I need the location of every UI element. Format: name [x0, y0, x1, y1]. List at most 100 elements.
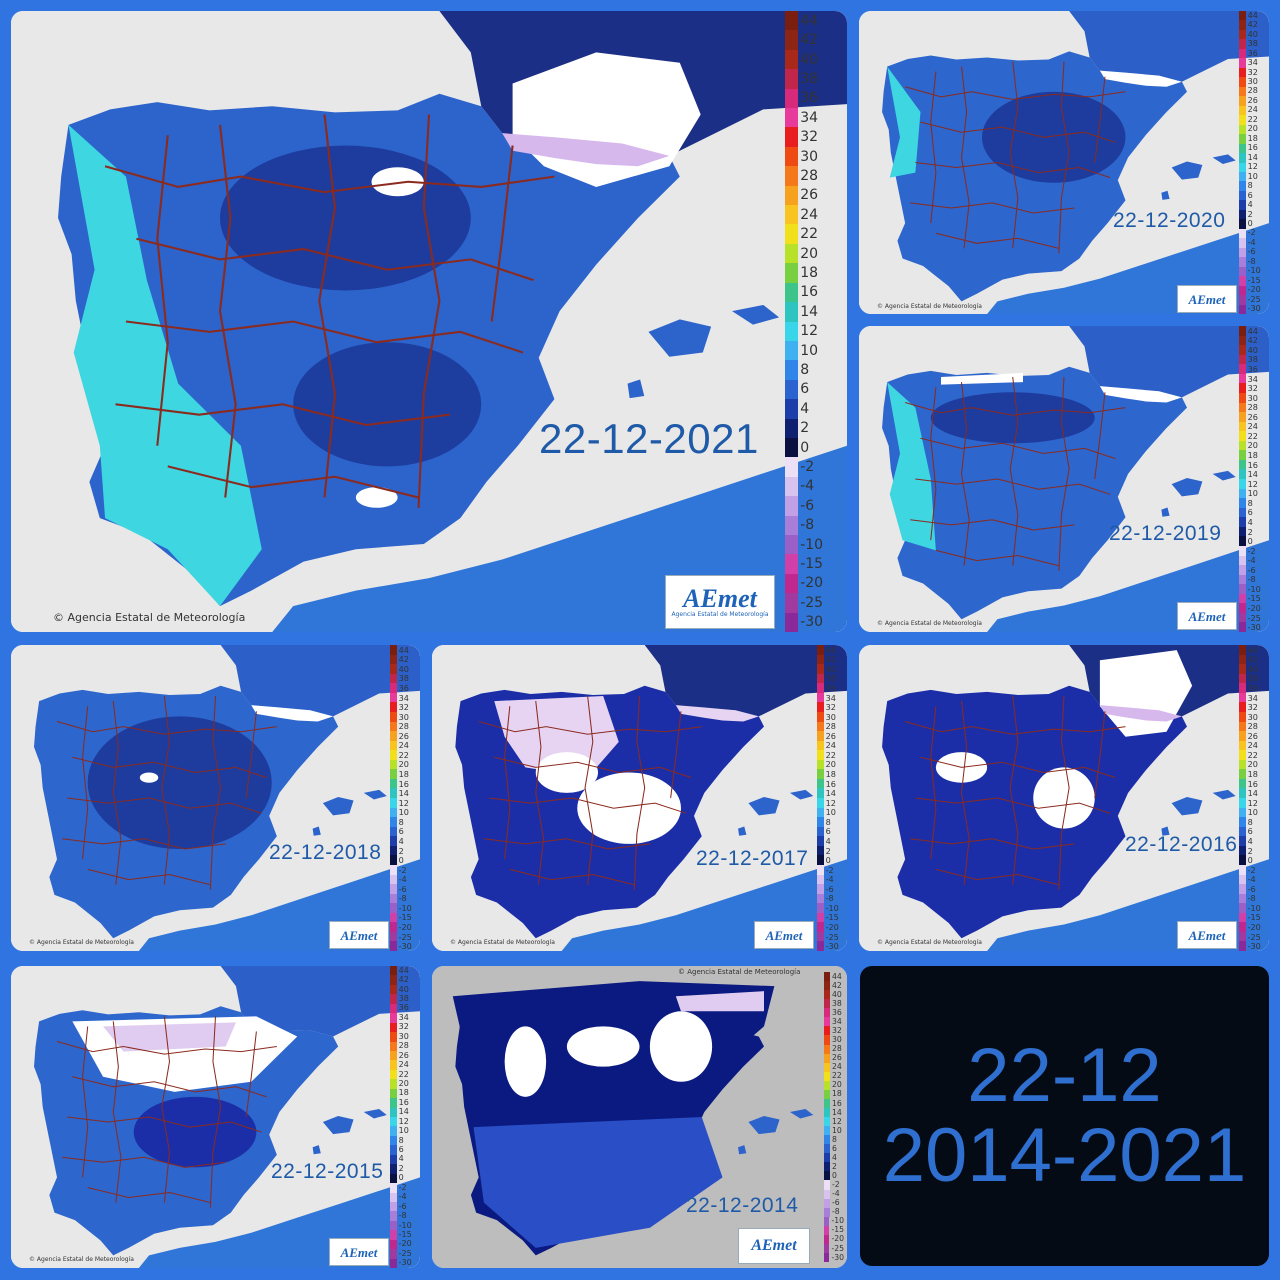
legend-swatch	[1239, 817, 1246, 827]
legend-row: 44	[1239, 326, 1269, 336]
aemet-logo: AEmet	[329, 1238, 389, 1266]
legend-value: 34	[825, 692, 836, 703]
legend-swatch	[817, 692, 824, 703]
legend-value: 8	[832, 1134, 837, 1144]
credit-text: © Agencia Estatal de Meteorología	[450, 939, 555, 946]
legend-swatch	[1239, 721, 1246, 732]
legend-row: 26	[1239, 96, 1269, 106]
legend-row: -20	[1239, 285, 1269, 296]
legend-row: 36	[1239, 364, 1269, 374]
legend-swatch	[1239, 134, 1246, 144]
legend-swatch	[1239, 798, 1246, 808]
legend-row: 20	[1239, 759, 1269, 770]
aemet-logo-brand: AEmet	[765, 927, 803, 943]
legend-swatch	[390, 1211, 397, 1221]
legend-swatch	[824, 1135, 830, 1145]
legend-value: 2	[1247, 845, 1253, 856]
legend-value: 44	[1247, 645, 1258, 655]
legend-row: 44	[1239, 645, 1269, 655]
legend-swatch	[390, 1050, 397, 1061]
legend-row: 16	[1239, 778, 1269, 789]
legend-swatch	[1239, 228, 1246, 239]
legend-value: 38	[1247, 673, 1258, 684]
summary-tile: 22-12 2014-2021	[860, 966, 1269, 1266]
legend-swatch	[817, 903, 824, 913]
map-panel-2019: 22-12-2019 AEmet © Agencia Estatal de Me…	[859, 326, 1269, 632]
legend-row: 30	[1239, 77, 1269, 87]
legend-swatch	[1239, 664, 1246, 674]
legend-value: 38	[1247, 39, 1258, 49]
legend-swatch	[390, 1022, 397, 1033]
legend-swatch	[1239, 517, 1246, 527]
legend-value: 26	[1247, 411, 1258, 422]
legend-value: -30	[398, 1258, 412, 1268]
legend-row: 2	[817, 845, 847, 856]
legend-swatch	[785, 108, 799, 128]
legend-value: -8	[398, 893, 407, 904]
legend-row: 18	[390, 769, 420, 779]
legend-value: 22	[1247, 430, 1258, 441]
legend-row: -20	[1239, 922, 1269, 932]
legend-swatch	[390, 975, 397, 985]
legend-swatch	[390, 1117, 397, 1127]
legend-value: 14	[1247, 788, 1258, 799]
legend-swatch	[824, 1144, 830, 1154]
credit-text: © Agencia Estatal de Meteorología	[877, 620, 982, 627]
legend-swatch	[390, 826, 397, 837]
legend-row: 44	[1239, 11, 1269, 21]
legend-swatch	[390, 1258, 397, 1268]
legend-value: 2	[398, 845, 404, 856]
legend-row: 34	[817, 692, 847, 703]
legend-swatch	[390, 966, 397, 976]
legend-value: -6	[1247, 883, 1256, 894]
legend-value: -2	[1247, 864, 1256, 875]
legend-swatch	[817, 759, 824, 770]
legend-swatch	[1239, 412, 1246, 422]
legend-row: 6	[1239, 507, 1269, 518]
legend-row: 4	[785, 399, 845, 419]
legend-swatch	[390, 1135, 397, 1146]
legend-value: -25	[398, 1248, 412, 1258]
legend-swatch	[817, 864, 824, 875]
legend-row: 16	[390, 778, 420, 789]
legend-value: 6	[1247, 507, 1253, 518]
legend-value: -30	[800, 614, 824, 631]
legend-value: 44	[825, 645, 836, 655]
legend-row: 10	[390, 1126, 420, 1136]
legend-value: 30	[832, 1035, 842, 1045]
credit-text: © Agencia Estatal de Meteorología	[29, 939, 134, 946]
legend-row: -30	[1239, 941, 1269, 951]
legend-swatch	[1239, 545, 1246, 556]
legend-value: 34	[1247, 692, 1258, 703]
legend-swatch	[824, 1225, 830, 1235]
legend-value: 32	[398, 1022, 409, 1032]
legend-swatch	[1239, 295, 1246, 305]
legend-swatch	[390, 912, 397, 923]
legend-row: -30	[1239, 304, 1269, 314]
legend-value: -20	[1247, 603, 1261, 614]
legend-value: 42	[832, 980, 842, 990]
legend-value: -10	[1247, 902, 1261, 913]
legend-value: 14	[1247, 152, 1258, 162]
legend-row: 22	[390, 750, 420, 760]
legend-value: -25	[800, 594, 824, 611]
aemet-logo: AEmet	[1177, 285, 1237, 313]
legend-value: 18	[1247, 133, 1258, 143]
legend-value: 20	[398, 1078, 409, 1088]
legend-swatch	[824, 981, 830, 991]
legend-row: 26	[1239, 731, 1269, 741]
legend-value: 22	[832, 1071, 842, 1081]
legend-row: 12	[1239, 479, 1269, 489]
legend-swatch	[785, 457, 799, 477]
legend-row: 38	[1239, 673, 1269, 684]
legend-swatch	[817, 645, 824, 655]
legend-row: -6	[817, 884, 847, 894]
legend-swatch	[390, 1003, 397, 1014]
legend-row: 8	[824, 1134, 844, 1145]
legend-row: 30	[1239, 392, 1269, 403]
legend-value: 42	[800, 32, 819, 49]
legend-row: 42	[1239, 20, 1269, 30]
legend-row: 16	[1239, 459, 1269, 470]
legend-row: 40	[1239, 664, 1269, 674]
legend-value: -15	[1247, 275, 1261, 285]
